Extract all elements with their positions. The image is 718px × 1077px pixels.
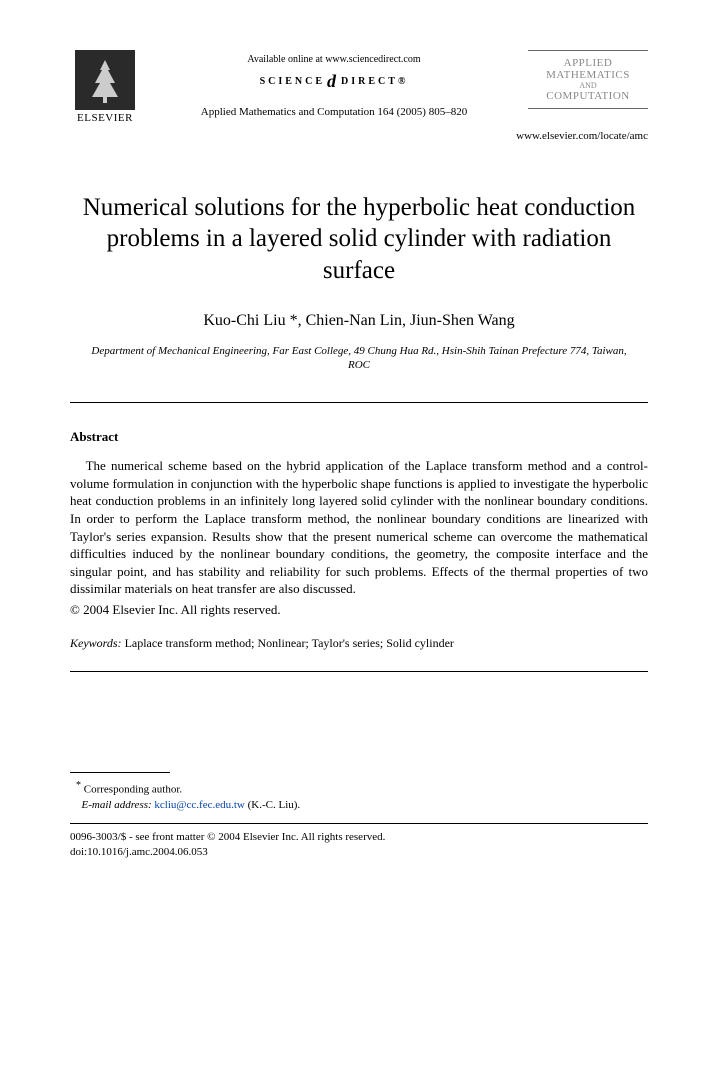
sd-left: SCIENCE (260, 76, 325, 87)
email-footnote: E-mail address: kcliu@cc.fec.edu.tw (K.-… (70, 798, 648, 813)
asterisk-icon: * (76, 780, 81, 791)
journal-box-line3: COMPUTATION (532, 90, 644, 102)
journal-box-line1: APPLIED (532, 57, 644, 69)
affiliation: Department of Mechanical Engineering, Fa… (70, 344, 648, 373)
divider-top (70, 402, 648, 403)
www-link[interactable]: www.elsevier.com/locate/amc (70, 130, 648, 142)
paper-title: Numerical solutions for the hyperbolic h… (70, 192, 648, 286)
front-matter: 0096-3003/$ - see front matter © 2004 El… (70, 830, 648, 845)
corresponding-footnote: * Corresponding author. (70, 779, 648, 798)
journal-box: APPLIED MATHEMATICS AND COMPUTATION (528, 50, 648, 109)
journal-box-and: AND (532, 81, 644, 90)
email-author: (K.-C. Liu). (245, 799, 300, 811)
header-row: ELSEVIER Available online at www.science… (70, 50, 648, 124)
email-link[interactable]: kcliu@cc.fec.edu.tw (154, 799, 244, 811)
corresponding-text: Corresponding author. (84, 783, 182, 795)
divider-bottom (70, 671, 648, 672)
journal-box-line2: MATHEMATICS (532, 69, 644, 81)
authors: Kuo-Chi Liu *, Chien-Nan Lin, Jiun-Shen … (70, 312, 648, 330)
keywords-label: Keywords: (70, 636, 122, 650)
elsevier-logo-block: ELSEVIER (70, 50, 140, 124)
center-header: Available online at www.sciencedirect.co… (140, 50, 528, 118)
bottom-separator (70, 823, 648, 824)
doi: doi:10.1016/j.amc.2004.06.053 (70, 845, 648, 860)
elsevier-tree-icon (75, 50, 135, 110)
copyright: © 2004 Elsevier Inc. All rights reserved… (70, 602, 648, 618)
elsevier-label: ELSEVIER (77, 112, 133, 124)
journal-reference: Applied Mathematics and Computation 164 … (140, 106, 528, 118)
abstract-body: The numerical scheme based on the hybrid… (70, 457, 648, 597)
footnote-separator (70, 772, 170, 773)
science-direct-logo: SCIENCEdDIRECT® (140, 71, 528, 92)
sd-at-icon: d (327, 71, 339, 92)
sd-right: DIRECT® (341, 76, 408, 87)
abstract-heading: Abstract (70, 429, 648, 445)
keywords: Keywords: Laplace transform method; Nonl… (70, 636, 648, 651)
available-online-text: Available online at www.sciencedirect.co… (140, 54, 528, 65)
email-label: E-mail address: (82, 799, 152, 811)
keywords-value: Laplace transform method; Nonlinear; Tay… (122, 636, 454, 650)
